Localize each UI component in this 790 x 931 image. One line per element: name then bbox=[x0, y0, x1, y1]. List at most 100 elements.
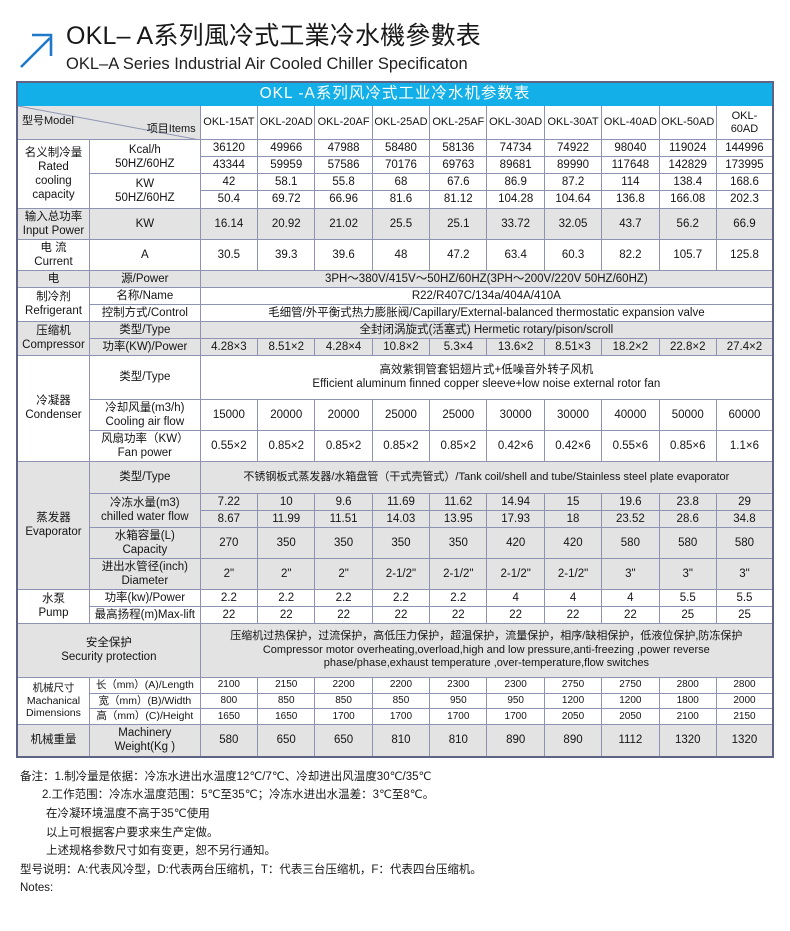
cell: 2800 bbox=[715, 676, 774, 694]
label-input-power: 输入总功率 Input Power bbox=[16, 207, 90, 240]
model-name: OKL-60AD bbox=[730, 109, 759, 135]
value-refrigerant-name: R22/R407C/134a/404A/410A bbox=[199, 286, 774, 305]
cell: 850 bbox=[257, 692, 316, 710]
cell: 2-1/2" bbox=[429, 557, 488, 590]
cell: 15 bbox=[543, 492, 603, 511]
row-power-supply: 电 源/Power 3PH～380V/415V～50HZ/60HZ(3PH～20… bbox=[16, 269, 774, 288]
cell: 29 bbox=[715, 492, 774, 511]
model-name: OKL-30AT bbox=[547, 116, 599, 129]
model-col-0: OKL-15AT bbox=[199, 105, 259, 141]
model-name: OKL-25AF bbox=[432, 116, 485, 129]
cell: 2" bbox=[257, 557, 316, 590]
cell: 74734 bbox=[486, 139, 545, 158]
cell: 81.12 bbox=[429, 190, 488, 209]
cell: 22 bbox=[601, 605, 660, 624]
label-pump: 水泵 Pump bbox=[16, 588, 90, 624]
unit-line: Kcal/h bbox=[128, 143, 161, 156]
cell: 2200 bbox=[314, 676, 373, 694]
label-security: 安全保护 Security protection bbox=[16, 622, 201, 678]
sub-compressor-type: 类型/Type bbox=[88, 320, 201, 339]
cell: 17.93 bbox=[486, 509, 545, 528]
cell: 138.4 bbox=[658, 173, 717, 192]
cell: 25000 bbox=[429, 398, 488, 431]
cell: 420 bbox=[486, 526, 545, 559]
sub-kw-unit: KW 50HZ/60HZ bbox=[88, 173, 201, 209]
row-compressor-power: 功率(KW)/Power 4.28×3 8.51×2 4.28×4 10.8×2… bbox=[17, 337, 774, 356]
cell: 1700 bbox=[371, 708, 431, 726]
cell: 66.96 bbox=[314, 190, 373, 209]
label-line: 制冷剂 bbox=[36, 291, 71, 304]
sub-power: 源/Power bbox=[88, 269, 201, 288]
unit-line: 50HZ/60HZ bbox=[115, 157, 175, 170]
cell: 580 bbox=[199, 724, 259, 758]
model-col-4: OKL-25AF bbox=[429, 105, 488, 141]
row-evaporator-type: 蒸发器 Evaporator 类型/Type 不锈钢板式蒸发器/水箱盘管（干式壳… bbox=[16, 460, 774, 590]
sub-pump-power: 功率(kw)/Power bbox=[88, 588, 201, 607]
cell: 22 bbox=[314, 605, 373, 624]
sub-evaporator-chilled: 冷冻水量(m3) chilled water flow bbox=[88, 492, 201, 528]
label-line: 压缩机 bbox=[36, 325, 71, 338]
model-col-7: OKL-40AD bbox=[601, 105, 660, 141]
cell: 2.2 bbox=[257, 588, 316, 607]
cell: 0.85×6 bbox=[658, 429, 717, 462]
label-line: capacity bbox=[32, 188, 75, 201]
cell: 13.95 bbox=[429, 509, 488, 528]
value-evaporator-type: 不锈钢板式蒸发器/水箱盘管（干式壳管式）/Tank coil/shell and… bbox=[199, 460, 774, 494]
cell: 144996 bbox=[715, 139, 774, 158]
row-condenser-airflow: 冷却风量(m3/h) Cooling air flow 15000 20000 … bbox=[17, 398, 774, 431]
label-line: 蒸发器 bbox=[36, 512, 71, 525]
cell: 22 bbox=[199, 605, 259, 624]
cell: 89681 bbox=[486, 156, 545, 175]
sub-dim-length: 长（mm）(A)/Length bbox=[88, 676, 201, 694]
cell: 86.9 bbox=[486, 173, 545, 192]
row-pump-power: 水泵 Pump 功率(kw)/Power 2.2 2.2 2.2 2.2 2.2… bbox=[16, 588, 774, 624]
sub-dim-width: 宽（mm）(B)/Width bbox=[88, 692, 201, 710]
cell: 136.8 bbox=[601, 190, 660, 209]
sub-dim-height: 高（mm）(C)/Height bbox=[88, 708, 201, 726]
value-line-en: Compressor motor overheating,overload,hi… bbox=[262, 643, 710, 656]
sub-evaporator-type: 类型/Type bbox=[88, 460, 201, 494]
cell: 2-1/2" bbox=[543, 557, 603, 590]
cell: 1200 bbox=[543, 692, 603, 710]
cell: 104.28 bbox=[486, 190, 545, 209]
cell: 11.99 bbox=[257, 509, 316, 528]
label-line: Condenser bbox=[25, 409, 82, 422]
cell: 580 bbox=[715, 526, 774, 559]
cell: 125.8 bbox=[715, 238, 774, 271]
cell: 57586 bbox=[314, 156, 373, 175]
cell: 8.67 bbox=[199, 509, 259, 528]
cell: 350 bbox=[371, 526, 431, 559]
cell: 1700 bbox=[486, 708, 545, 726]
row-dim-height: 高（mm）(C)/Height 1650 1650 1700 1700 1700… bbox=[17, 708, 774, 726]
cell: 142829 bbox=[658, 156, 717, 175]
sub-condenser-airflow: 冷却风量(m3/h) Cooling air flow bbox=[88, 398, 201, 431]
cell: 39.3 bbox=[257, 238, 316, 271]
model-name: OKL-25AD bbox=[374, 116, 428, 129]
sub-weight: Machinery Weight(Kg ) bbox=[88, 724, 201, 758]
cell: 16.14 bbox=[199, 207, 259, 240]
cell: 43344 bbox=[199, 156, 259, 175]
cell: 22 bbox=[257, 605, 316, 624]
cell: 14.03 bbox=[371, 509, 431, 528]
cell: 2050 bbox=[601, 708, 660, 726]
sub-refrigerant-name: 名称/Name bbox=[88, 286, 201, 305]
label-line: 名义制冷量 bbox=[24, 146, 83, 159]
cell: 3" bbox=[658, 557, 717, 590]
cell: 22 bbox=[543, 605, 603, 624]
cell: 58480 bbox=[371, 139, 431, 158]
cell: 119024 bbox=[658, 139, 717, 158]
cell: 1700 bbox=[429, 708, 488, 726]
label-line: 机械尺寸 bbox=[32, 681, 75, 694]
row-rated-kw-60: 50.4 69.72 66.96 81.6 81.12 104.28 104.6… bbox=[17, 190, 774, 209]
cell: 60.3 bbox=[543, 238, 603, 271]
note-line-3: 在冷凝环境温度不高于35℃使用 bbox=[46, 807, 210, 820]
label-line: 电 流 bbox=[40, 241, 67, 254]
cell: 19.6 bbox=[601, 492, 660, 511]
sub-evaporator-capacity: 水箱容量(L) Capacity bbox=[88, 526, 201, 559]
diagonal-divider-icon bbox=[18, 106, 200, 141]
cell: 2.2 bbox=[199, 588, 259, 607]
cell: 25.1 bbox=[429, 207, 488, 240]
unit-line: Capacity bbox=[122, 543, 168, 556]
value-power: 3PH～380V/415V～50HZ/60HZ(3PH～200V/220V 50… bbox=[199, 269, 774, 288]
sub-pump-lift: 最高扬程(m)Max-lift bbox=[88, 605, 201, 624]
